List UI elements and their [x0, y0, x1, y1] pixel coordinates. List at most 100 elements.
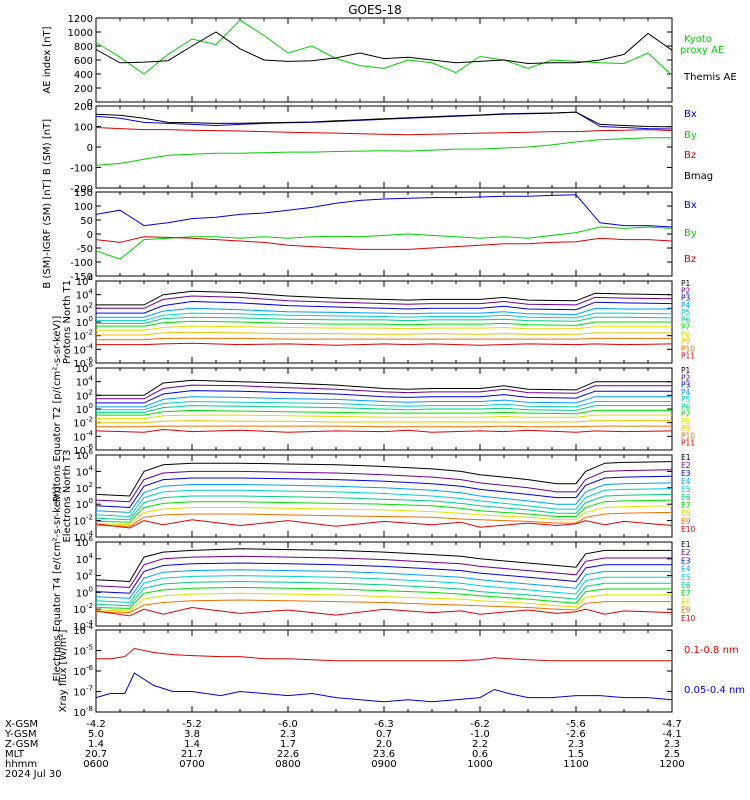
panel-t4-yticks: 10-4 10-2 100 102 104 106: [73, 535, 673, 633]
legend-p1: P1: [681, 279, 691, 288]
y-tick-label: 106: [76, 535, 94, 549]
y-tick-label: 100: [76, 315, 93, 329]
y-tick-label: 104: [76, 375, 94, 389]
y-tick-label: 10-6: [73, 443, 93, 457]
y-tick-label: 106: [76, 361, 94, 375]
panel-bsm-yticks: -200 -100 0 100 200: [70, 102, 673, 195]
series-line-e3: [95, 562, 672, 594]
ephemeris-z-value: 2.0: [376, 739, 392, 750]
y-tick-label: 10-2: [73, 514, 93, 528]
panel-t3-yticks: 10-4 10-2 100 102 104 106: [73, 448, 673, 544]
y-tick-label: 10-7: [73, 685, 93, 699]
series-line-e2: [95, 555, 672, 588]
panel-b-sm: -200 -100 0 100 200 B (SM) [nT] Bx By Bz Bma…: [42, 102, 713, 195]
ephemeris-x-value: -4.2: [86, 719, 106, 730]
y-tick-label: 104: [76, 464, 94, 478]
ephemeris-x-value: -6.2: [470, 719, 490, 730]
legend-e10: E10: [681, 525, 696, 534]
y-tick-label: 10-4: [73, 429, 93, 443]
series-line-p8: [96, 414, 672, 420]
series-line-by: [95, 226, 673, 260]
y-tick-label: 800: [74, 42, 93, 53]
legend-kyoto-line2: proxy AE: [680, 45, 724, 56]
series-line-p8: [96, 325, 672, 331]
y-tick-label: 0: [87, 143, 93, 154]
legend-e5: E5: [681, 573, 691, 582]
series-line-e9: [95, 511, 673, 527]
ephemeris-y-value: 0.7: [376, 729, 392, 740]
legend-igrf-bx: Bx: [684, 200, 697, 211]
ephemeris-mlt-value: 20.7: [85, 749, 107, 760]
series-line-p3: [96, 300, 673, 314]
ephemeris-mlt-value: 0.6: [472, 749, 488, 760]
legend-p4: P4: [681, 388, 691, 397]
legend-e1: E1: [681, 540, 691, 549]
legend-p1: P1: [681, 366, 691, 375]
y-tick-label: 104: [76, 288, 94, 302]
legend-p8: P8: [681, 330, 691, 339]
legend-p6: P6: [681, 315, 691, 324]
series-line-themis-ae: [95, 31, 673, 65]
legend-p5: P5: [681, 308, 691, 317]
legend-xray-short: 0.05-0.4 nm: [684, 685, 745, 696]
series-line-p9: [96, 420, 672, 424]
legend-p2: P2: [681, 373, 691, 382]
y-tick-label: 400: [74, 70, 93, 81]
ephemeris-x-value: -5.6: [566, 719, 586, 730]
series-line-e10: [95, 519, 673, 529]
legend-p9: P9: [681, 424, 691, 433]
legend-e2: E2: [681, 548, 691, 557]
y-tick-label: 10-2: [73, 602, 93, 616]
legend-e4: E4: [681, 565, 691, 574]
legend-p2: P2: [681, 286, 691, 295]
series-line-p5: [96, 400, 672, 411]
ephemeris-mlt-value: 1.5: [568, 749, 584, 760]
series-line-e8: [95, 592, 672, 612]
ephemeris-z-value: 2.2: [472, 739, 488, 750]
y-tick-label: 150: [74, 188, 93, 199]
panel-ae-series: [95, 19, 673, 76]
y-tick-label: 50: [80, 216, 93, 227]
legend-igrf-bz: Bz: [684, 254, 696, 265]
series-line-p4: [96, 396, 672, 408]
y-tick-label: -100: [70, 258, 93, 269]
panel-ae-frame: [95, 17, 673, 103]
ephemeris-hhmm-value: 1200: [659, 759, 684, 770]
panel-t2-series: [95, 379, 673, 433]
series-line-p10: [96, 425, 672, 428]
ephemeris-z-value: 1.4: [184, 739, 200, 750]
legend-kyoto-line1: Kyoto: [684, 34, 712, 45]
y-tick-label: 10-2: [73, 329, 93, 343]
series-line-e6: [95, 493, 673, 521]
panel-igrf-yticks: -150 -100 -50 0 50 100 150: [70, 188, 673, 283]
series-line-e9: [95, 599, 672, 614]
y-tick-label: 0: [87, 98, 93, 109]
y-tick-label: 1000: [68, 28, 93, 39]
panel-igrf-series: [95, 194, 673, 260]
ephemeris-mlt-value: 23.6: [373, 749, 395, 760]
legend-p5: P5: [681, 395, 691, 404]
ephemeris-z-value: 1.4: [88, 739, 104, 750]
legend-bsm-bx: Bx: [684, 109, 697, 120]
y-tick-label: 100: [76, 497, 93, 511]
ephemeris-mlt-value: 22.6: [277, 749, 299, 760]
ephemeris-hhmm-value: 1100: [563, 759, 588, 770]
ephemeris-x-value: -4.7: [662, 719, 682, 730]
series-line-p11: [96, 342, 673, 346]
series-line-e6: [95, 580, 672, 607]
y-tick-label: -200: [70, 184, 93, 195]
y-tick-label: 1200: [68, 14, 93, 25]
legend-bsm-bmag: Bmag: [684, 171, 713, 182]
legend-xray-long: 0.1-0.8 nm: [684, 645, 739, 656]
ephemeris-mlt-value: 21.7: [181, 749, 203, 760]
panel-bsm-series: [95, 111, 673, 166]
y-tick-label: 102: [76, 569, 93, 583]
panel-ae-index: 0 200 400 600 800 1000 1200 AE index [nT] Kyot…: [42, 14, 737, 109]
ephemeris-x-value: -6.0: [278, 719, 298, 730]
y-tick-label: 200: [74, 102, 93, 113]
legend-e6: E6: [681, 493, 691, 502]
